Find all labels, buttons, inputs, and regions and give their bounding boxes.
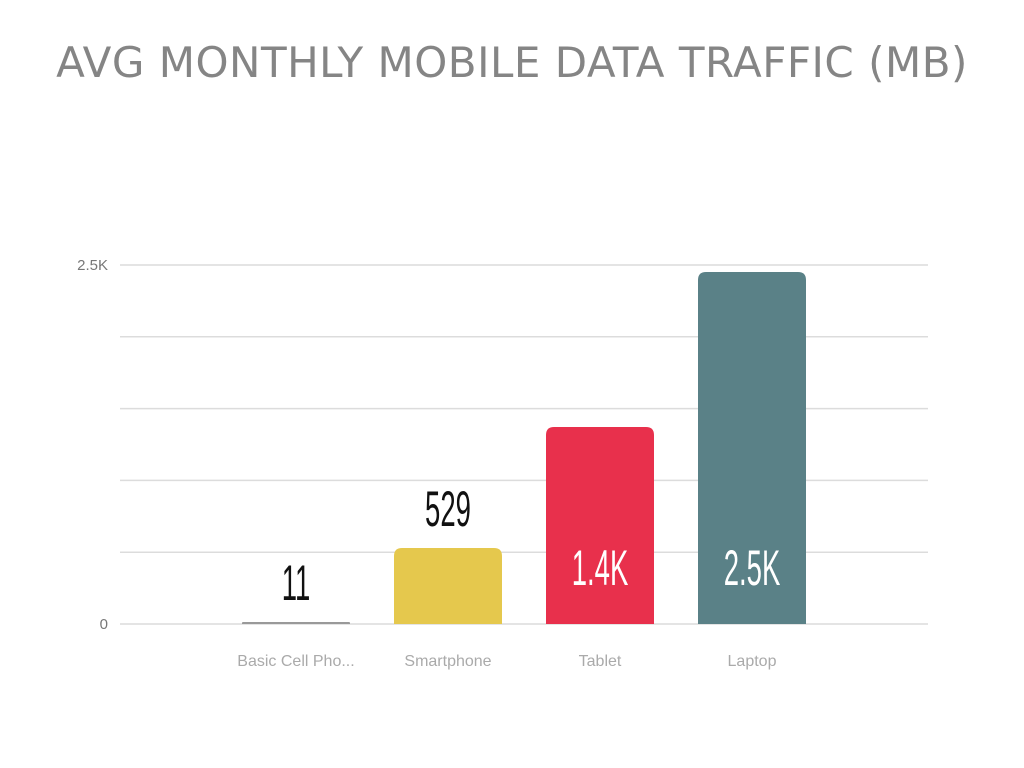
y-tick-label: 0	[100, 616, 108, 633]
bar	[546, 426, 654, 624]
data-label: 1.4K	[572, 539, 629, 596]
bar	[394, 548, 502, 624]
data-label: 11	[282, 554, 311, 611]
data-label: 2.5K	[724, 539, 781, 596]
bar	[698, 272, 806, 624]
chart-title: AVG MONTHLY MOBILE DATA TRAFFIC (MB)	[56, 38, 968, 87]
bar	[242, 622, 350, 624]
x-tick-label: Tablet	[579, 653, 622, 670]
data-label: 529	[425, 480, 471, 537]
y-tick-label: 2.5K	[77, 257, 108, 274]
x-tick-label: Smartphone	[404, 653, 491, 670]
x-tick-label: Basic Cell Pho...	[237, 653, 354, 670]
x-tick-label: Laptop	[728, 653, 777, 670]
